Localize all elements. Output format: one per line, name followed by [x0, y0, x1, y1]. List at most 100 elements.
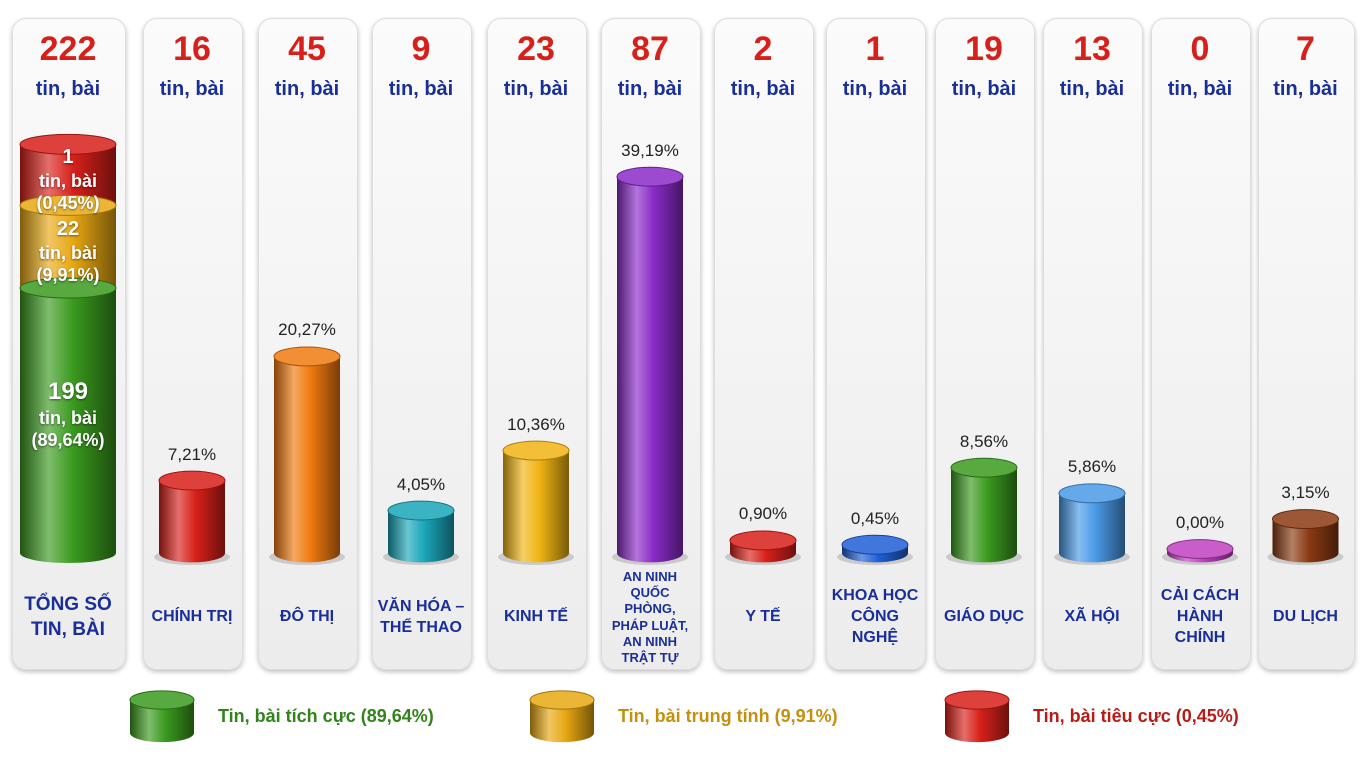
- panel: [258, 18, 358, 670]
- segment-label: 22 tin, bài (9,91%): [36, 217, 99, 287]
- cylinder-top: [19, 194, 117, 216]
- unit-label: tin, bài: [1273, 78, 1338, 100]
- legend-label: Tin, bài tiêu cực (0,45%): [1033, 706, 1239, 726]
- cylinder-top: [387, 500, 455, 521]
- cylinder-bottom: [951, 543, 1017, 563]
- count: 1: [865, 30, 885, 68]
- unit-label: tin, bài: [159, 78, 225, 100]
- segment-unit: tin, bài: [39, 242, 97, 263]
- category-label: AN NINH QUỐC PHÒNG, PHÁP LUẬT, AN NINH T…: [611, 568, 689, 665]
- cylinder-body: [20, 288, 116, 553]
- segment-count: 199: [47, 377, 89, 405]
- total-count: 222: [39, 30, 97, 68]
- cylinder-bottom: [1272, 543, 1339, 563]
- category-label: VĂN HÓA – THỂ THAO: [377, 597, 465, 636]
- cylinder-top: [1058, 483, 1126, 504]
- cylinder-bottom: [20, 543, 116, 563]
- cylinder-top: [729, 530, 797, 551]
- cylinder-bottom: [274, 543, 340, 563]
- value-label: 4,05%: [396, 474, 446, 494]
- unit-label: tin, bài: [730, 78, 796, 100]
- value-label: 8,56%: [959, 431, 1009, 451]
- category-label: DU LỊCH: [1273, 608, 1338, 626]
- cylinder-top: [841, 534, 909, 555]
- count: 23: [517, 30, 555, 68]
- unit-label: tin, bài: [503, 78, 569, 100]
- count: 16: [173, 30, 211, 68]
- cylinder-top: [950, 457, 1018, 478]
- category-label: CẢI CÁCH HÀNH CHÍNH: [1160, 587, 1240, 646]
- value-label: 7,21%: [167, 444, 217, 464]
- segment-label: 1 tin, bài (0,45%): [36, 145, 99, 215]
- cylinder-top: [19, 277, 117, 299]
- count: 13: [1073, 30, 1111, 68]
- unit-label: tin, bài: [35, 78, 101, 100]
- cylinder-top: [1166, 539, 1234, 559]
- unit-label: tin, bài: [617, 78, 683, 100]
- cylinder-body: [20, 205, 116, 289]
- category-label: XÃ HỘI: [1064, 608, 1120, 626]
- legend-label: Tin, bài tích cực (89,64%): [218, 706, 434, 726]
- value-label: 0,90%: [738, 504, 788, 524]
- cylinder-top: [1272, 509, 1339, 530]
- category-label: KHOA HỌC CÔNG NGHỆ: [831, 587, 919, 646]
- category-label: CHÍNH TRỊ: [151, 608, 233, 626]
- cylinder-body: [617, 176, 683, 553]
- cylinder-body: [1059, 493, 1125, 553]
- count: 9: [411, 30, 431, 68]
- cylinder-body: [159, 480, 225, 553]
- cylinder-top: [944, 690, 1010, 710]
- segment-count: 1: [62, 145, 74, 168]
- cylinder-body: [503, 450, 569, 553]
- cylinder-bottom: [159, 543, 225, 563]
- cylinder-bottom: [388, 543, 454, 563]
- count: 87: [631, 30, 669, 68]
- cylinder-top: [158, 470, 226, 491]
- value-label: 0,00%: [1175, 513, 1225, 532]
- cylinder-bottom: [130, 723, 194, 743]
- value-label: 39,19%: [621, 140, 679, 160]
- cylinder-bottom: [530, 723, 594, 743]
- category-label: Y TẾ: [745, 608, 781, 626]
- category-label: TỔNG SỐ TIN, BÀI: [24, 593, 112, 640]
- unit-label: tin, bài: [1059, 78, 1125, 100]
- value-label: 5,86%: [1067, 457, 1117, 477]
- legend-label: Tin, bài trung tính (9,91%): [618, 706, 838, 726]
- cylinder-body: [274, 356, 340, 553]
- cylinder-top: [502, 440, 570, 461]
- segment-percent: (9,91%): [36, 265, 100, 286]
- cylinder-bottom: [617, 543, 683, 563]
- count: 19: [965, 30, 1003, 68]
- category-label: ĐÔ THỊ: [279, 608, 335, 626]
- count: 7: [1296, 30, 1315, 68]
- value-label: 3,15%: [1281, 483, 1330, 503]
- cylinder-bottom: [1059, 543, 1125, 563]
- value-label: 20,27%: [278, 320, 336, 340]
- segment-unit: tin, bài: [38, 407, 97, 428]
- unit-label: tin, bài: [951, 78, 1017, 100]
- value-label: 0,45%: [850, 508, 900, 528]
- panel: [714, 18, 814, 670]
- count: 2: [753, 30, 773, 68]
- count: 45: [288, 30, 326, 68]
- segment-percent: (0,45%): [36, 193, 100, 214]
- cylinder-top: [529, 690, 595, 710]
- category-label: GIÁO DỤC: [944, 608, 1024, 626]
- unit-label: tin, bài: [388, 78, 454, 100]
- cylinder-top: [616, 166, 684, 187]
- category-label: KINH TẾ: [504, 608, 568, 626]
- cylinder-top: [129, 690, 195, 710]
- cylinder-top: [19, 133, 117, 155]
- segment-unit: tin, bài: [39, 170, 97, 191]
- value-label: 10,36%: [507, 414, 565, 434]
- cylinder-top: [273, 346, 341, 367]
- unit-label: tin, bài: [842, 78, 908, 100]
- segment-count: 22: [56, 217, 80, 240]
- unit-label: tin, bài: [1167, 78, 1233, 100]
- segment-percent: (89,64%): [31, 430, 105, 450]
- segment-label: 199 tin, bài (89,64%): [31, 377, 104, 452]
- cylinder-body: [951, 467, 1017, 553]
- cylinder-bottom: [945, 723, 1009, 743]
